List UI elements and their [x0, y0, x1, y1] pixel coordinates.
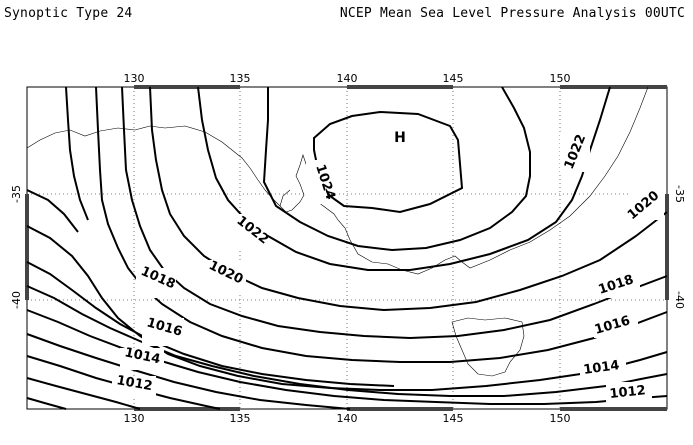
isobar-1018 — [121, 86, 668, 340]
isobar-west-a — [26, 189, 79, 233]
lon-tick-top-130: 130 — [124, 72, 145, 85]
isobar-label-1014-east: 1014 — [582, 358, 620, 378]
lon-tick-bottom-135: 135 — [230, 412, 251, 425]
lon-tick-top-150: 150 — [550, 72, 571, 85]
lon-tick-bottom-145: 145 — [443, 412, 464, 425]
isobar-1014 — [26, 285, 668, 397]
lon-tick-top-135: 135 — [230, 72, 251, 85]
isobar-1012 — [26, 333, 351, 410]
lon-tick-bottom-140: 140 — [337, 412, 358, 425]
isobar-1022 — [197, 86, 611, 271]
lon-tick-top-140: 140 — [337, 72, 358, 85]
chart-title-right: NCEP Mean Sea Level Pressure Analysis 00… — [339, 6, 685, 21]
isobar-west-b — [65, 86, 89, 221]
isobar-1010 — [26, 377, 141, 410]
isobar-1009 — [26, 397, 67, 410]
lon-tick-bottom-130: 130 — [124, 412, 145, 425]
isobar-1016 — [95, 86, 668, 363]
isobar-label-1012-west: 1012 — [115, 373, 153, 394]
isobars — [26, 86, 668, 410]
lon-tick-bottom-150: 150 — [550, 412, 571, 425]
isobar-1013 — [26, 309, 668, 405]
lat-tick-left-35: -35 — [10, 185, 23, 203]
lat-tick-left-40: -40 — [10, 291, 23, 309]
isobar-1016-west — [26, 261, 395, 387]
isobar-1018-west — [26, 225, 668, 391]
isobar-label-1014-west: 1014 — [123, 345, 162, 367]
isobar-label-1012-east: 1012 — [609, 383, 647, 402]
lon-tick-top-145: 145 — [443, 72, 464, 85]
frame-scale-bars — [25, 85, 669, 411]
lat-tick-right-40: -40 — [673, 291, 686, 309]
high-pressure-label: H — [394, 130, 406, 146]
isobar-1024-outer — [262, 86, 531, 252]
chart-title-left: Synoptic Type 24 — [4, 6, 133, 21]
lat-tick-right-35: -35 — [673, 185, 686, 203]
isobar-1020 — [149, 86, 668, 312]
